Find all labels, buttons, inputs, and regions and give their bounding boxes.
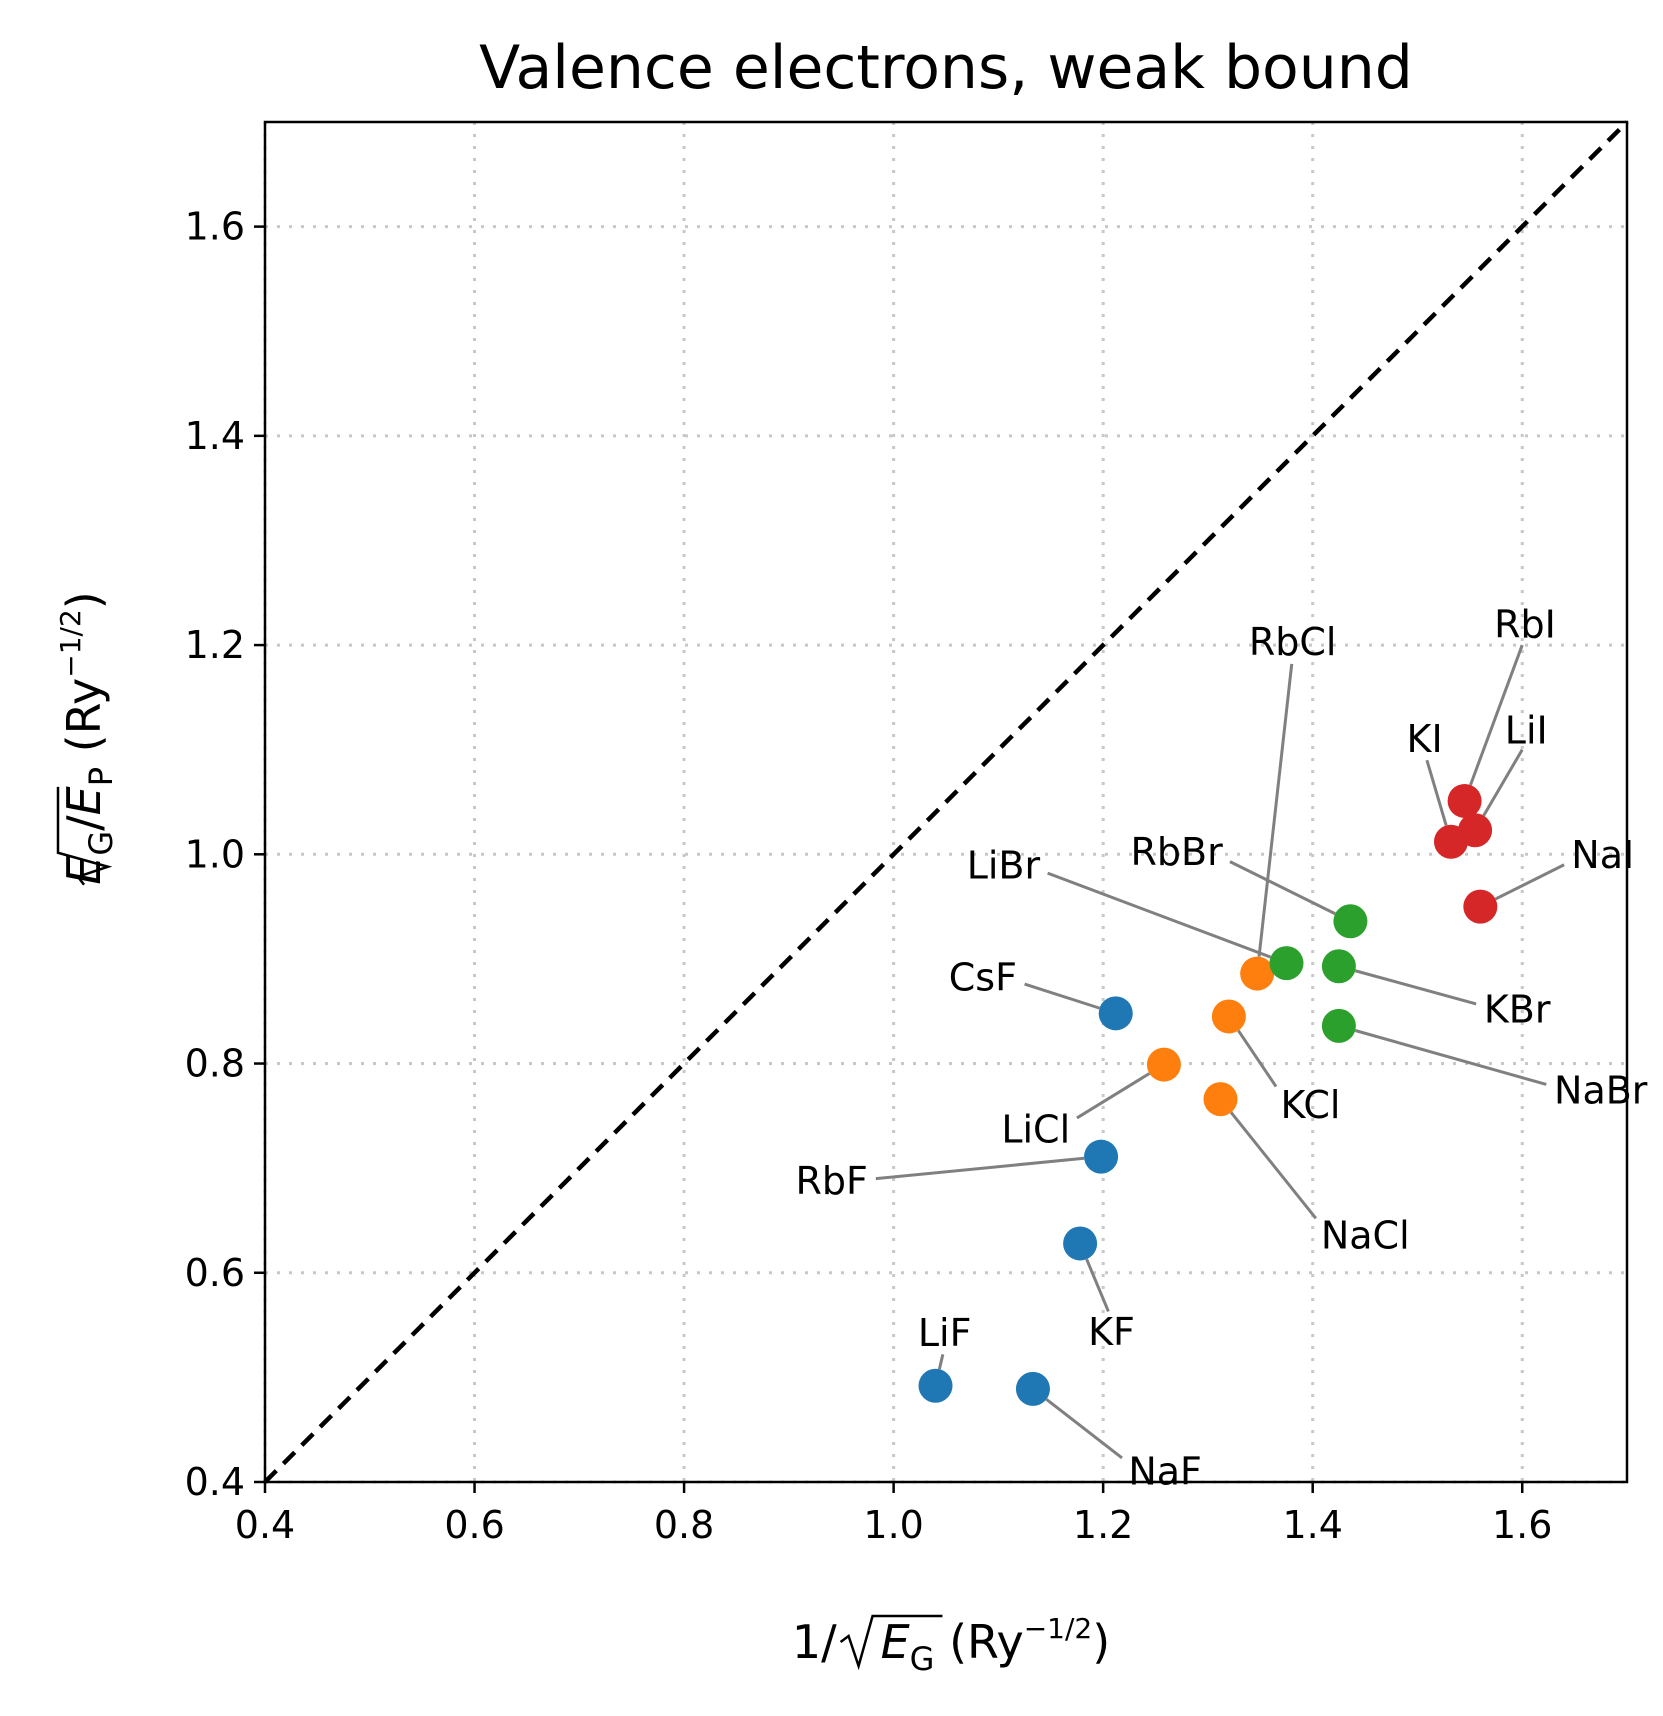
point-labels-layer: CsF RbF KF LiF NaF RbCl KCl LiCl NaCl RbBr LiBr KBr… <box>795 602 1647 1493</box>
ticks-layer: 0.4 0.6 0.8 1.0 1.2 1.4 1.6 0.4 0.6 0.8 1.0 1.2 1.4 1… <box>185 205 1553 1547</box>
x-axis-label: 1/EG (Ry−1/2) <box>792 1612 1110 1678</box>
leader-line-kbr <box>1354 969 1477 1006</box>
x-tick-label: 0.8 <box>654 1503 714 1547</box>
point-label-kbr: KBr <box>1484 988 1551 1032</box>
x-label-unit-open: (Ry <box>934 1615 1023 1669</box>
y-label-slash: / <box>57 815 111 831</box>
x-label-prefix: 1/ <box>792 1615 837 1669</box>
y-label-sqrt-sign <box>56 786 113 886</box>
y-tick-label: 0.6 <box>185 1251 245 1295</box>
leader-line-libr <box>1047 871 1272 959</box>
point-licl <box>1146 1047 1181 1082</box>
x-label-sqrt-sign <box>839 1614 943 1671</box>
point-label-rbbr: RbBr <box>1131 830 1224 874</box>
point-lif <box>918 1368 953 1403</box>
leader-line-nai <box>1494 863 1565 901</box>
y-tick-label: 0.4 <box>185 1460 245 1504</box>
leader-line-nacl <box>1229 1111 1318 1220</box>
leader-line-rbbr <box>1229 860 1336 916</box>
leader-line-lif <box>937 1354 945 1370</box>
point-label-nai: NaI <box>1571 833 1634 877</box>
point-ki <box>1433 824 1468 859</box>
leader-line-naf <box>1045 1398 1123 1460</box>
point-label-lif: LiF <box>918 1311 972 1355</box>
y-label-num-subscript: G <box>82 831 120 856</box>
point-csf <box>1098 996 1133 1031</box>
y-tick-label: 0.8 <box>185 1042 245 1086</box>
point-label-kf: KF <box>1088 1310 1135 1354</box>
leader-line-csf <box>1024 982 1101 1010</box>
point-label-rbi: RbI <box>1494 602 1556 646</box>
leader-lines-layer <box>875 644 1565 1460</box>
point-libr <box>1269 946 1304 981</box>
data-points-layer <box>918 783 1498 1406</box>
y-tick-label: 1.6 <box>185 205 245 249</box>
x-label-unit-exp: −1/2 <box>1024 1612 1093 1645</box>
point-rbi <box>1447 783 1482 818</box>
y-axis-label: EG/EP (Ry−1/2) <box>54 591 120 886</box>
x-tick-label: 1.0 <box>863 1503 923 1547</box>
point-label-naf: NaF <box>1128 1449 1202 1493</box>
point-nabr <box>1321 1008 1356 1043</box>
reference-line-layer <box>263 120 1629 1484</box>
x-tick-label: 1.2 <box>1073 1503 1133 1547</box>
diagonal-reference-line <box>263 120 1629 1484</box>
point-label-licl: LiCl <box>1001 1107 1070 1151</box>
leader-line-nabr <box>1354 1029 1547 1086</box>
point-label-rbcl: RbCl <box>1249 620 1337 664</box>
point-label-ki: KI <box>1407 717 1443 761</box>
point-nai <box>1463 889 1498 924</box>
leader-line-licl <box>1076 1072 1151 1120</box>
y-label-unit-open: (Ry <box>57 678 111 767</box>
point-label-csf: CsF <box>949 955 1017 999</box>
x-label-symbol: E <box>881 1615 910 1669</box>
leader-line-kcl <box>1237 1029 1278 1088</box>
point-kbr <box>1321 949 1356 984</box>
point-naf <box>1015 1371 1050 1406</box>
point-rbcl <box>1240 956 1275 991</box>
x-tick-label: 0.6 <box>444 1503 504 1547</box>
x-tick-label: 1.4 <box>1282 1503 1342 1547</box>
plot-frame <box>263 120 1629 1484</box>
y-tick-label: 1.4 <box>185 414 245 458</box>
leader-line-rbcl <box>1257 663 1294 957</box>
leader-line-rbi <box>1469 644 1524 786</box>
point-label-libr: LiBr <box>967 843 1041 887</box>
x-tick-label: 1.6 <box>1492 1503 1552 1547</box>
point-label-nabr: NaBr <box>1554 1068 1648 1112</box>
y-label-den-symbol: E <box>57 786 111 815</box>
point-nacl <box>1203 1082 1238 1117</box>
svg-text:1/EG (Ry−1/2): 1/EG (Ry−1/2) <box>792 1612 1110 1678</box>
point-rbbr <box>1333 904 1368 939</box>
y-label-den-subscript: P <box>82 767 120 786</box>
point-label-lii: LiI <box>1505 709 1548 753</box>
point-kf <box>1063 1226 1098 1261</box>
leader-line-kf <box>1085 1258 1110 1313</box>
x-label-subscript: G <box>910 1640 935 1678</box>
y-tick-label: 1.0 <box>185 832 245 876</box>
point-label-kcl: KCl <box>1280 1083 1340 1127</box>
x-tick-label: 0.4 <box>235 1503 295 1547</box>
point-label-rbf: RbF <box>795 1159 867 1203</box>
chart-title: Valence electrons, weak bound <box>479 33 1413 103</box>
point-kcl <box>1211 999 1246 1034</box>
leader-line-ki <box>1425 759 1448 826</box>
leader-line-rbf <box>875 1156 1085 1181</box>
y-label-unit-exp: −1/2 <box>54 609 87 678</box>
point-label-nacl: NaCl <box>1321 1214 1410 1258</box>
svg-text:EG/EP (Ry−1/2): EG/EP (Ry−1/2) <box>54 591 120 884</box>
leader-line-lii <box>1482 748 1524 817</box>
point-rbf <box>1084 1139 1119 1174</box>
y-label-unit-close: ) <box>57 591 111 609</box>
x-label-unit-close: ) <box>1092 1615 1110 1669</box>
y-tick-label: 1.2 <box>185 623 245 667</box>
